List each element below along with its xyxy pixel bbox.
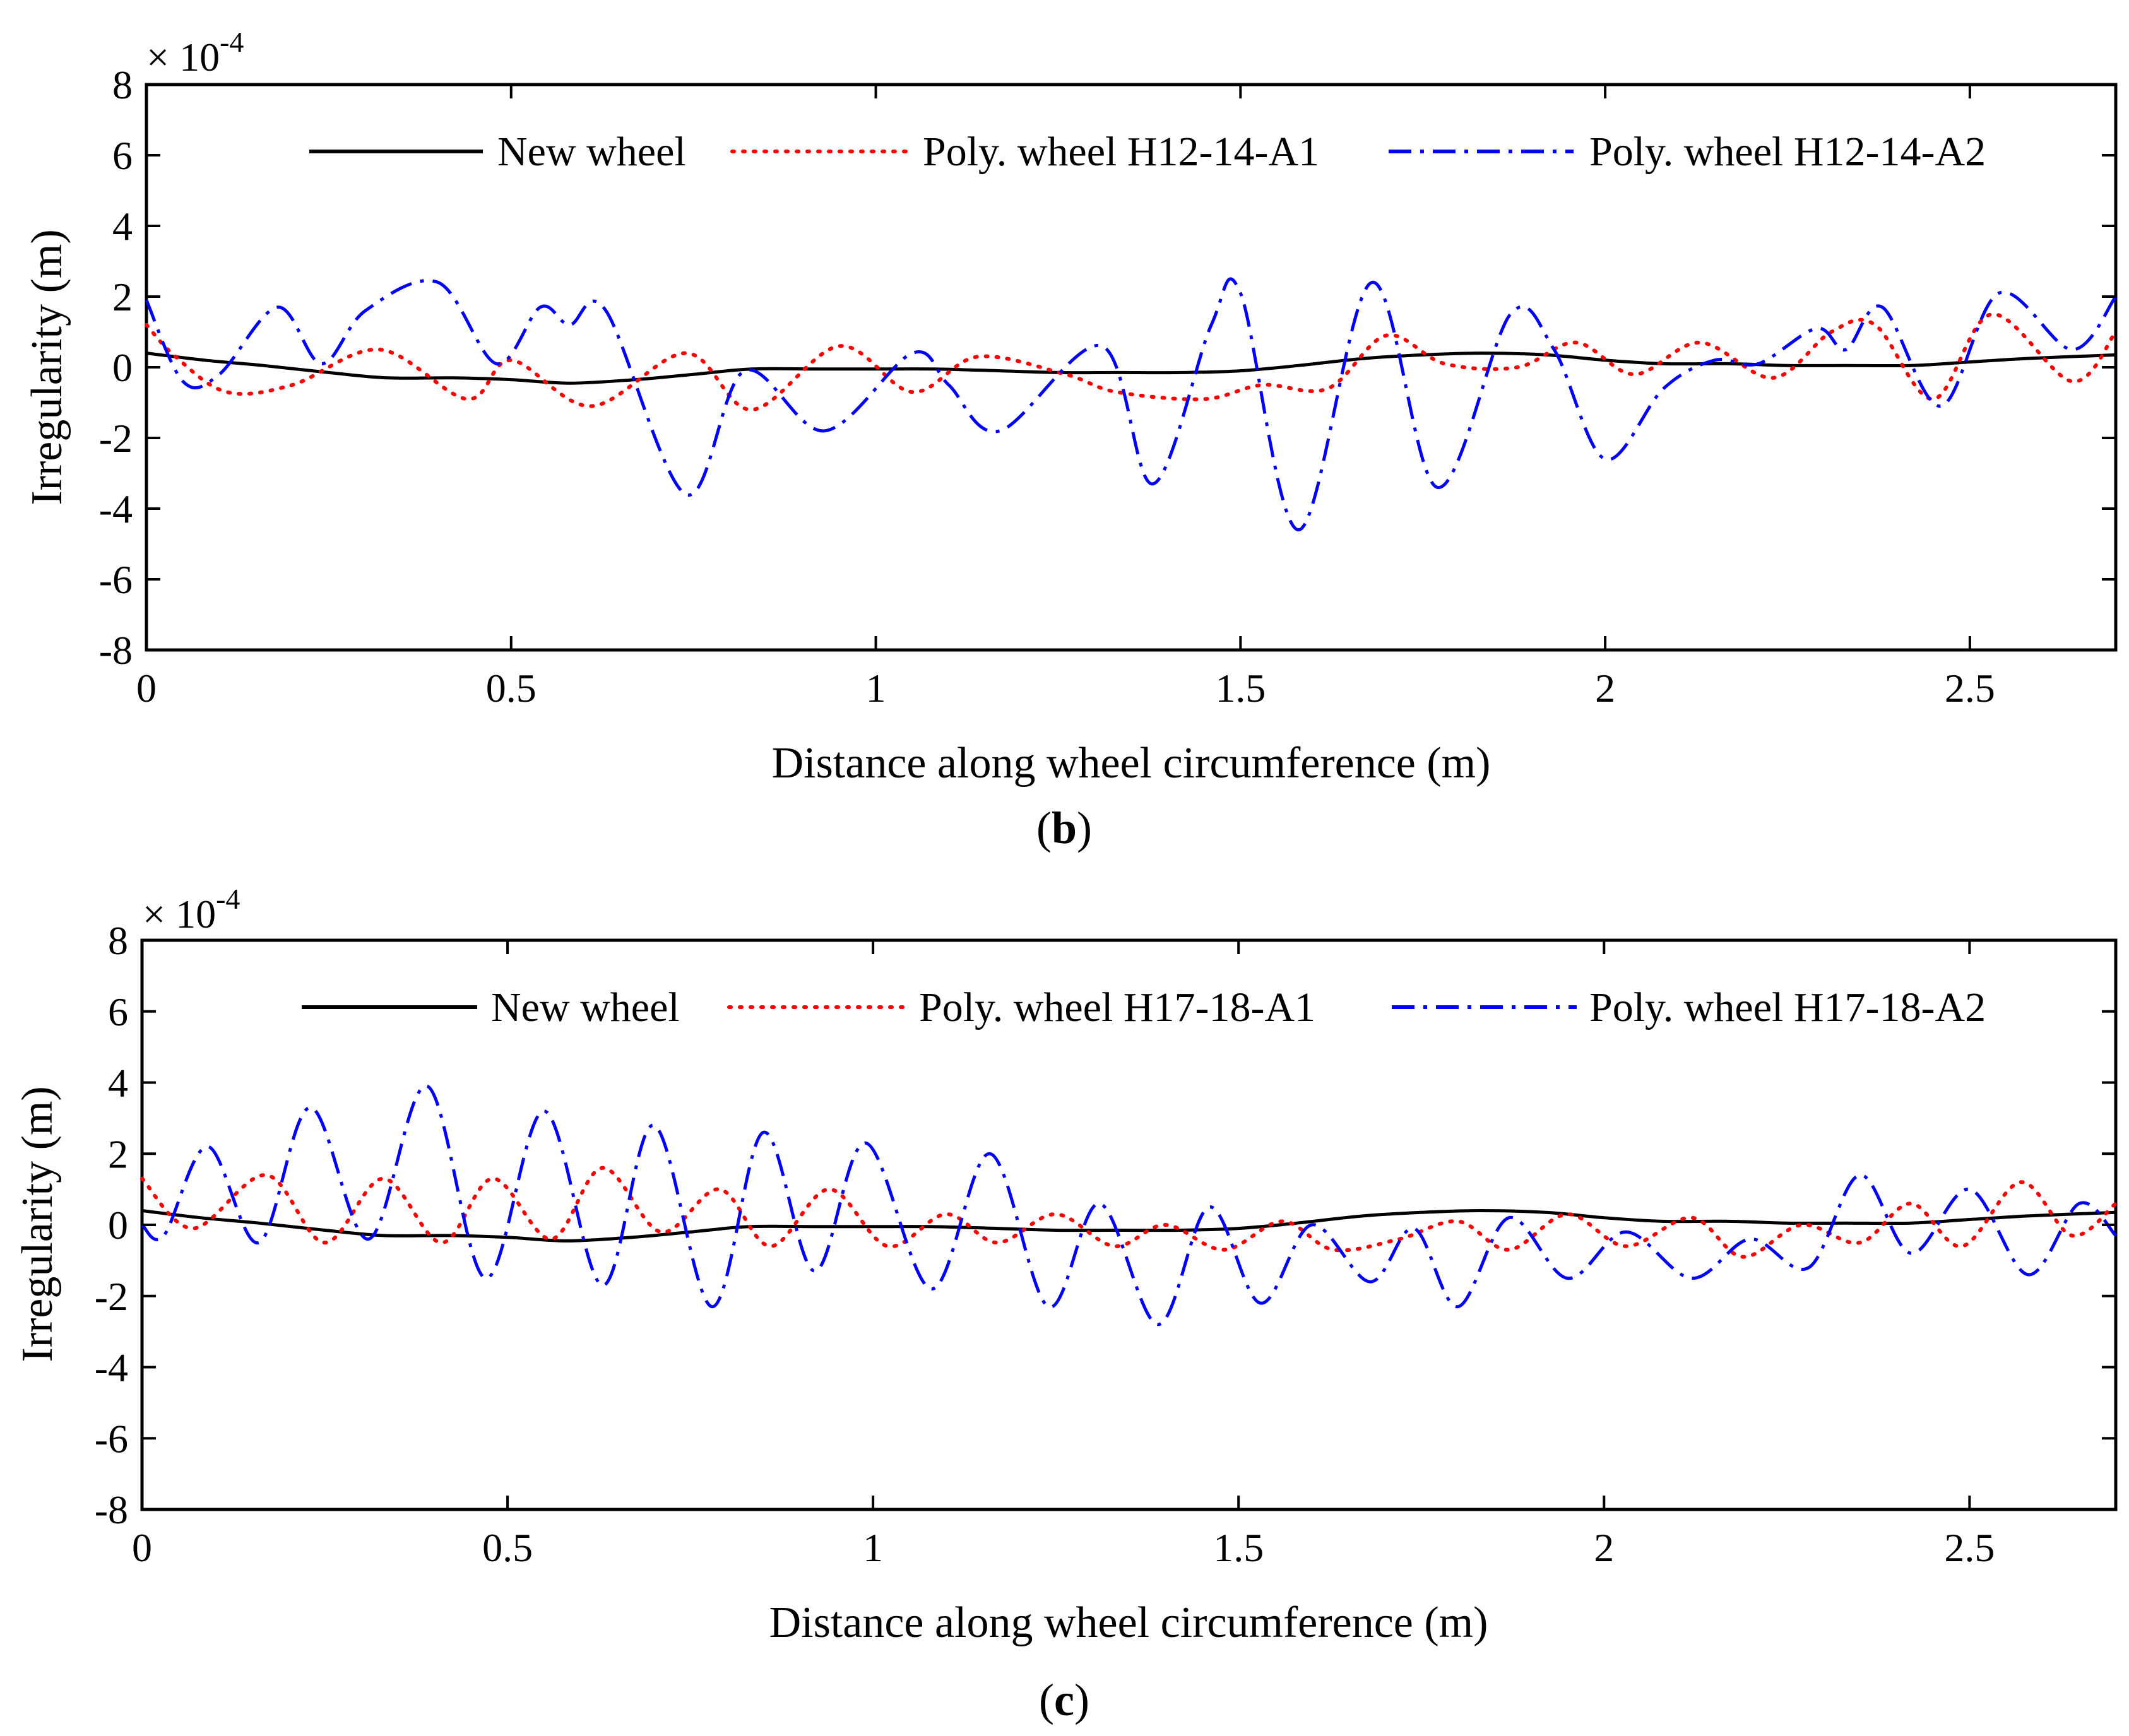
panel-b-caption-close: ): [1077, 803, 1092, 853]
legend-label-poly-a2: Poly. wheel H12-14-A2: [1589, 129, 1986, 175]
panel-c-x-tick-label-0: 0: [132, 1525, 152, 1570]
panel-c-y-tick-label-7: -6: [95, 1416, 128, 1461]
panel-c-caption-letter: c: [1054, 1675, 1074, 1725]
panel-b-series-poly-wheel-h12-14-a2: [145, 277, 2118, 532]
legend-label-poly-a2-c: Poly. wheel H17-18-A2: [1589, 984, 1986, 1030]
panel-c-y-tick-label-5: -2: [95, 1274, 128, 1319]
panel-b-series-poly-wheel-h12-14-a1: [145, 312, 2118, 412]
panel-c-series-new-wheel: [141, 1209, 2116, 1243]
panel-c-y-tick-label-6: -4: [95, 1345, 128, 1390]
panel-b-x-tick-label-2: 1: [866, 666, 886, 711]
panel-b-y-tick-label-4: 0: [112, 345, 133, 390]
panel-b-legend: New wheel Poly. wheel H12-14-A1 Poly. wh…: [309, 129, 1986, 175]
panel-c-series-poly-wheel-h17-18-a2: [141, 1084, 2117, 1326]
panel-c-y-tick-label-3: 2: [108, 1131, 128, 1176]
panel-c-y-tick-label-1: 6: [108, 989, 128, 1034]
panel-c-y-tick-label-0: 8: [108, 918, 128, 963]
panel-c-caption-close: ): [1074, 1675, 1089, 1725]
panel-c-y-tick-label-8: -8: [95, 1487, 128, 1532]
panel-c-y-tick-label-4: 0: [108, 1203, 128, 1248]
panel-b-x-tick-label-0: 0: [136, 666, 157, 711]
panel-b-caption-letter: b: [1052, 803, 1077, 853]
panel-c-x-tick-label-1: 0.5: [482, 1525, 533, 1570]
panel-b-y-tick-label-1: 6: [112, 133, 133, 178]
panel-c-caption: (c): [1039, 1675, 1089, 1725]
panel-b-y-tick-label-7: -6: [99, 557, 133, 602]
legend-label-poly-a1: Poly. wheel H12-14-A1: [923, 129, 1319, 175]
panel-b-ticks-layer: 0 0.5 1 1.5 2 2.5 8 6 4 2 0 -2 -4 -6 -8: [99, 62, 2116, 711]
panel-b-exponent-power: -4: [220, 26, 244, 58]
legend-label-new-wheel: New wheel: [497, 129, 686, 175]
panel-b-y-tick-label-0: 8: [112, 62, 133, 107]
panel-c-caption-open: (: [1039, 1675, 1054, 1725]
panel-b-x-tick-label-5: 2.5: [1945, 666, 1995, 711]
panel-b-y-tick-label-8: -8: [99, 628, 133, 673]
panel-b-y-tick-label-3: 2: [112, 275, 133, 319]
panel-c-series-layer: [140, 1084, 2118, 1326]
legend-label-new-wheel-c: New wheel: [491, 984, 680, 1030]
panel-c-ticks-layer: 0 0.5 1 1.5 2 2.5 8 6 4 2 0 -2 -4 -6 -8: [95, 918, 2116, 1570]
panel-c-x-tick-label-5: 2.5: [1944, 1525, 1995, 1570]
panel-c-y-tick-label-2: 4: [108, 1061, 128, 1106]
panel-b-y-tick-label-6: -4: [99, 487, 133, 531]
panel-c-exponent-base: × 10: [143, 892, 216, 936]
legend-label-poly-a1-c: Poly. wheel H17-18-A1: [919, 984, 1315, 1030]
panel-b-y-tick-label-5: -2: [99, 416, 133, 461]
panel-c-x-tick-label-2: 1: [863, 1525, 883, 1570]
panel-b-caption-open: (: [1036, 803, 1052, 853]
panel-b-exponent-base: × 10: [146, 35, 220, 80]
panel-c-x-tick-label-3: 1.5: [1213, 1525, 1264, 1570]
panel-b-x-axis-label: Distance along wheel circumference (m): [772, 739, 1491, 788]
panel-c-exponent-power: -4: [216, 883, 240, 915]
panel-b-series-layer: [145, 277, 2118, 532]
panel-b-y-axis-label: Irregularity (m): [23, 229, 71, 505]
panel-c-legend: New wheel Poly. wheel H17-18-A1 Poly. wh…: [302, 984, 1986, 1030]
panel-b-series-new-wheel: [146, 351, 2116, 385]
panel-c-y-axis-label: Irregularity (m): [13, 1086, 62, 1362]
panel-b-x-tick-label-4: 2: [1595, 666, 1615, 711]
panel-b-exponent: × 10-4: [146, 26, 244, 80]
panel-b-y-tick-label-2: 4: [112, 204, 133, 249]
panel-c-exponent: × 10-4: [143, 883, 240, 936]
panel-b-caption: (b): [1036, 803, 1092, 853]
panel-b-x-tick-label-3: 1.5: [1215, 666, 1266, 711]
panel-c-x-axis-label: Distance along wheel circumference (m): [769, 1598, 1488, 1647]
panel-b-x-tick-label-1: 0.5: [486, 666, 537, 711]
panel-c-x-tick-label-4: 2: [1594, 1525, 1614, 1570]
